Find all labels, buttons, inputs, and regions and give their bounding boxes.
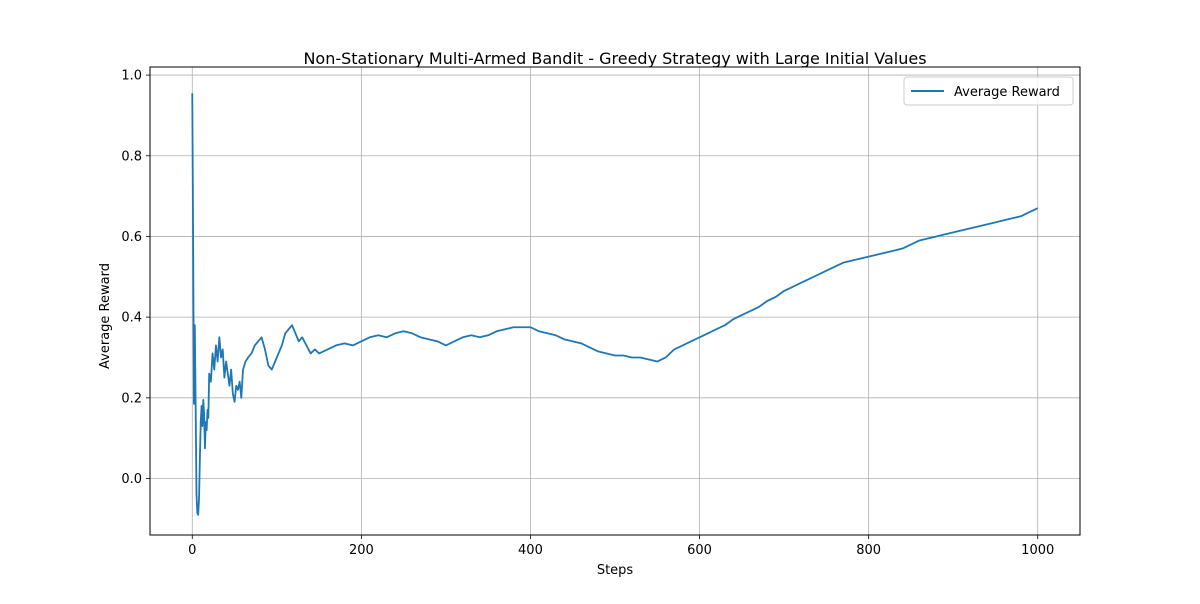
axes-frame xyxy=(149,66,1081,536)
axis-ticks: 0 200 400 600 800 1000 0.0 0.2 0.4 0.6 0.8 1.0 xyxy=(121,69,1054,558)
x-tick-label: 1000 xyxy=(1021,543,1054,558)
x-tick-label: 200 xyxy=(349,543,374,558)
x-tick-label: 600 xyxy=(687,543,712,558)
y-tick-label: 0.8 xyxy=(121,149,142,164)
series-line-average-reward xyxy=(191,93,1039,516)
x-tick-label: 400 xyxy=(518,543,543,558)
grid-lines xyxy=(150,67,1080,535)
x-tick-label: 800 xyxy=(856,543,881,558)
y-axis-label: Average Reward xyxy=(98,263,113,369)
y-tick-label: 1.0 xyxy=(121,69,142,84)
x-tick-label: 0 xyxy=(188,543,196,558)
y-tick-label: 0.6 xyxy=(121,230,142,245)
x-axis-label: Steps xyxy=(597,563,634,578)
y-tick-label: 0.2 xyxy=(121,391,142,406)
y-tick-label: 0.0 xyxy=(121,472,142,487)
y-tick-label: 0.4 xyxy=(121,311,142,326)
chart-title: Non-Stationary Multi-Armed Bandit - Gree… xyxy=(303,49,926,68)
legend-label-average-reward: Average Reward xyxy=(954,85,1060,100)
legend-box xyxy=(903,76,1074,106)
legend: Average Reward xyxy=(903,76,1074,106)
series-layer xyxy=(191,93,1039,516)
